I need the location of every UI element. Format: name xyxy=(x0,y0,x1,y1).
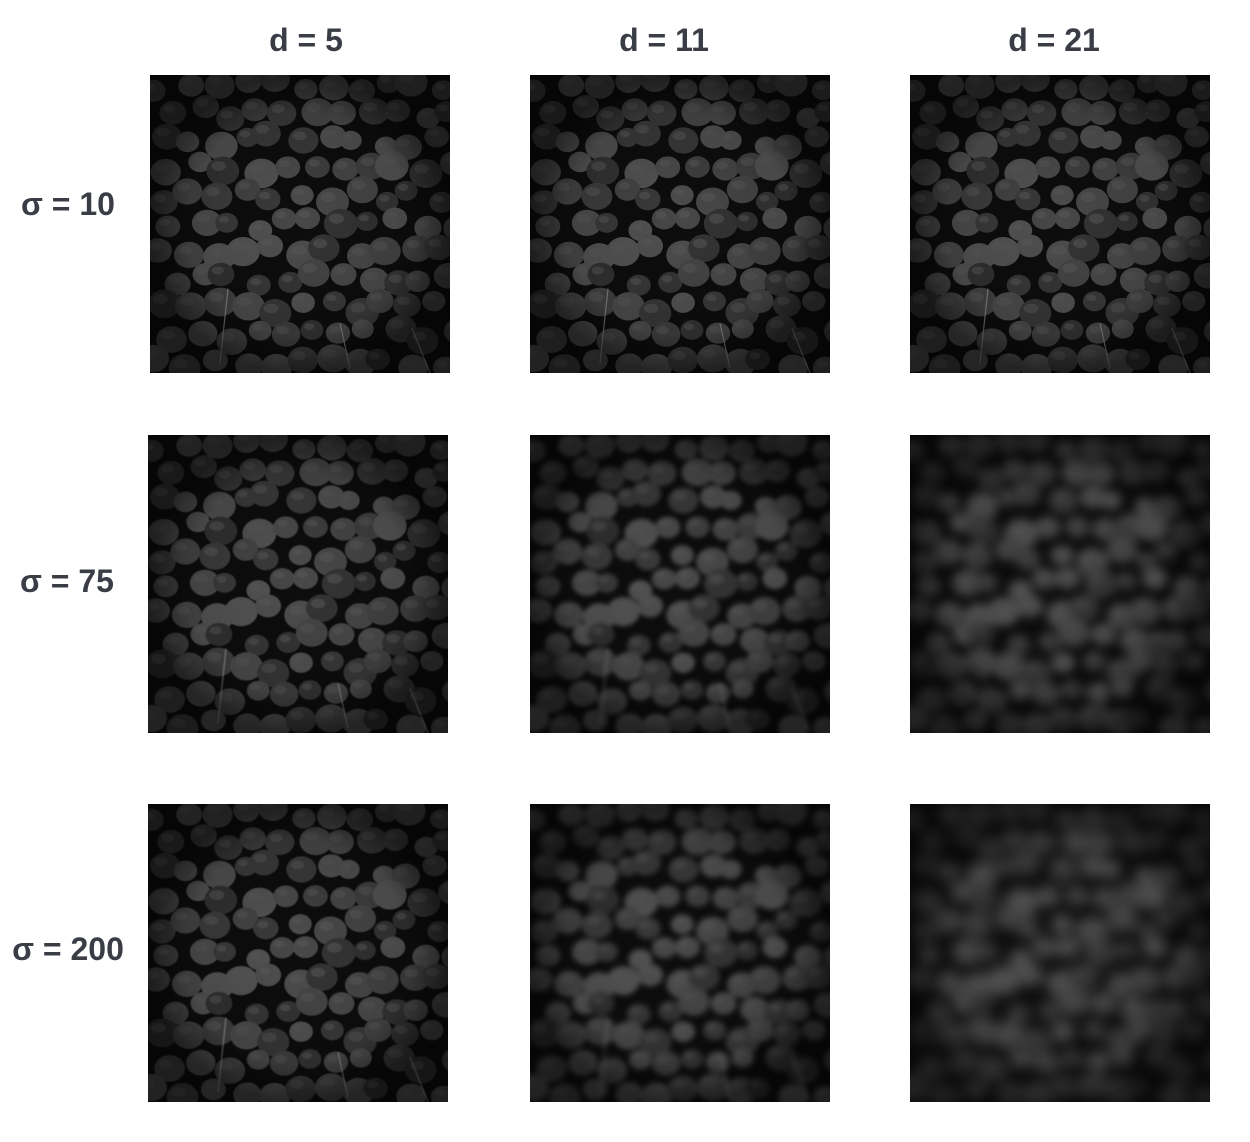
texture-image xyxy=(530,804,830,1102)
column-label-d21: d = 21 xyxy=(1008,22,1100,58)
image-sigma10-d5 xyxy=(150,75,450,373)
row-label-sigma10: σ = 10 xyxy=(21,186,115,222)
texture-image xyxy=(910,75,1210,373)
texture-image xyxy=(910,435,1210,733)
column-label-d5: d = 5 xyxy=(269,22,343,58)
image-sigma75-d11 xyxy=(530,435,830,733)
image-sigma75-d5 xyxy=(148,435,448,733)
image-sigma200-d21 xyxy=(910,804,1210,1102)
image-sigma10-d21 xyxy=(910,75,1210,373)
texture-image xyxy=(148,435,448,733)
texture-image xyxy=(530,435,830,733)
texture-image xyxy=(530,75,830,373)
texture-image xyxy=(150,75,450,373)
image-sigma10-d11 xyxy=(530,75,830,373)
row-label-sigma75: σ = 75 xyxy=(20,563,114,599)
image-sigma200-d11 xyxy=(530,804,830,1102)
image-sigma75-d21 xyxy=(910,435,1210,733)
column-label-d11: d = 11 xyxy=(619,22,709,58)
image-sigma200-d5 xyxy=(148,804,448,1102)
row-label-sigma200: σ = 200 xyxy=(12,931,124,967)
texture-image xyxy=(148,804,448,1102)
texture-image xyxy=(910,804,1210,1102)
